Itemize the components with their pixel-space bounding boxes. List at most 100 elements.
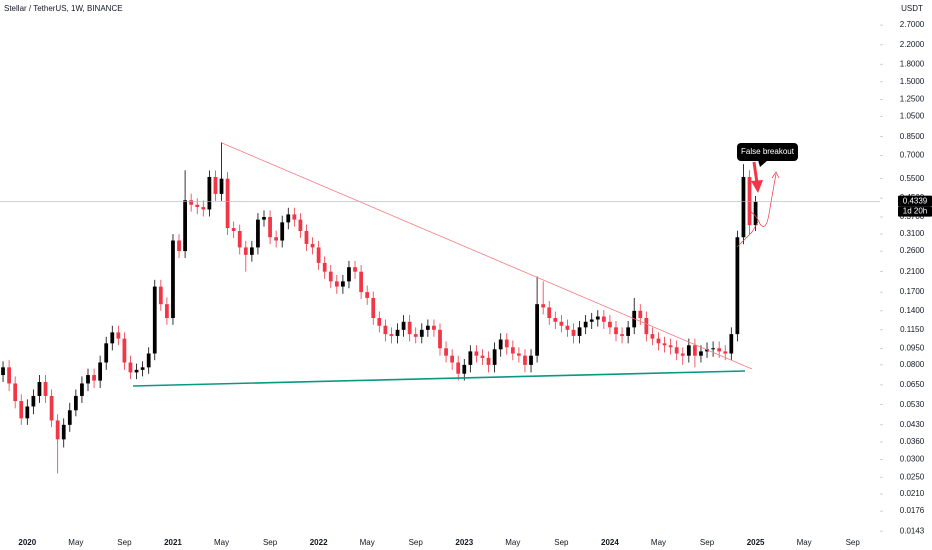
candle-body xyxy=(626,327,631,336)
candle-body xyxy=(595,316,600,320)
candle-body xyxy=(195,204,200,208)
candle-body xyxy=(571,329,576,336)
candle-body xyxy=(322,262,327,272)
candle-body xyxy=(553,317,558,322)
x-tick-label: Sep xyxy=(409,538,424,547)
candle-body xyxy=(37,382,42,396)
candle-body xyxy=(674,347,679,354)
candle-body xyxy=(656,338,661,344)
candle-body xyxy=(43,382,48,396)
candle-body xyxy=(286,214,291,223)
y-tick-label: 0.0800 xyxy=(900,360,925,369)
candle-body xyxy=(529,355,533,365)
x-tick-label: Sep xyxy=(700,538,715,547)
candle-body xyxy=(717,348,722,352)
y-tick-label: 0.0530 xyxy=(900,400,925,409)
candle-body xyxy=(225,178,230,229)
candle-body xyxy=(413,334,418,337)
y-tick-label: 0.1400 xyxy=(900,306,925,315)
candle-body xyxy=(559,321,564,326)
last-price-box xyxy=(898,195,932,207)
candle-body xyxy=(668,345,673,348)
candle-body xyxy=(601,316,606,322)
candle-body xyxy=(644,317,649,335)
candle-body xyxy=(383,325,388,335)
candle-body xyxy=(753,201,758,226)
candle-body xyxy=(243,247,248,255)
countdown-label: 1d 20h xyxy=(903,207,927,216)
y-tick-label: 0.0210 xyxy=(900,489,925,498)
candle-body xyxy=(55,420,60,440)
candle-body xyxy=(128,362,133,373)
candle-body xyxy=(395,329,400,336)
candle-body xyxy=(328,271,333,282)
candle-body xyxy=(517,353,521,356)
candle-body xyxy=(638,310,643,318)
x-tick-label: Sep xyxy=(263,538,278,547)
y-tick-label: 0.0300 xyxy=(900,455,925,464)
candle-body xyxy=(741,176,746,238)
candle-body xyxy=(146,353,151,368)
candle-body xyxy=(183,200,187,252)
candle-body xyxy=(680,353,685,356)
arrow-shaft xyxy=(752,161,759,184)
x-tick-label: May xyxy=(505,538,520,547)
candle-body xyxy=(498,339,503,350)
x-tick-label: Sep xyxy=(117,538,132,547)
support-line xyxy=(132,370,746,387)
plot-area: 2.7000 2.2000 1.8000 1.5000 1.2500 1.0500 0.85… xyxy=(1,20,925,547)
candle-body xyxy=(316,247,321,263)
candle-body xyxy=(304,231,309,244)
candle-body xyxy=(456,362,461,374)
candle-body xyxy=(723,351,728,354)
y-tick-label: 0.2100 xyxy=(900,267,925,276)
x-tick-label: 2020 xyxy=(18,538,36,547)
candle-body xyxy=(444,348,448,356)
candle-body xyxy=(359,271,363,293)
candle-body xyxy=(450,355,455,363)
candle-body xyxy=(583,321,588,328)
candle-body xyxy=(377,317,382,326)
x-tick-label: Sep xyxy=(554,538,569,547)
candle-body xyxy=(341,281,345,287)
candle-body xyxy=(219,178,224,194)
candle-body xyxy=(249,247,254,255)
y-tick-label: 0.7000 xyxy=(900,151,925,160)
candle-body xyxy=(523,355,527,365)
candle-body xyxy=(747,176,752,226)
candle-body xyxy=(256,219,260,248)
candle-body xyxy=(67,410,72,425)
candle-body xyxy=(407,321,412,335)
last-price-label: 0.4339 xyxy=(903,197,928,206)
x-tick-label: 2022 xyxy=(310,538,328,547)
candle-body xyxy=(432,325,436,330)
candle-body xyxy=(98,362,103,381)
candle-body xyxy=(365,292,370,298)
y-tick-label: 0.0250 xyxy=(900,472,925,481)
x-tick-label: 2025 xyxy=(747,538,765,547)
y-tick-label: 0.1150 xyxy=(900,325,924,334)
countdown-box xyxy=(898,206,932,217)
candle-body xyxy=(140,367,145,370)
x-tick-label: May xyxy=(214,538,229,547)
x-tick-label: May xyxy=(68,538,83,547)
candle-body xyxy=(686,345,691,356)
y-tick-label: 0.0176 xyxy=(900,506,925,515)
candle-body xyxy=(49,395,54,421)
candle-body xyxy=(541,304,546,308)
projection-head xyxy=(771,171,780,179)
x-tick-label: 2023 xyxy=(455,538,473,547)
candle-body xyxy=(614,327,618,335)
y-axis-label: USDT xyxy=(901,4,923,13)
y-tick-label: 1.0500 xyxy=(900,111,925,120)
y-tick-label: 0.3100 xyxy=(900,229,925,238)
x-tick-label: 2021 xyxy=(164,538,182,547)
candle-body xyxy=(577,327,582,336)
candle-body xyxy=(353,267,357,272)
candle-body xyxy=(565,325,570,330)
candle-body xyxy=(468,351,473,365)
candle-body xyxy=(116,332,121,339)
candle-body xyxy=(347,267,351,282)
